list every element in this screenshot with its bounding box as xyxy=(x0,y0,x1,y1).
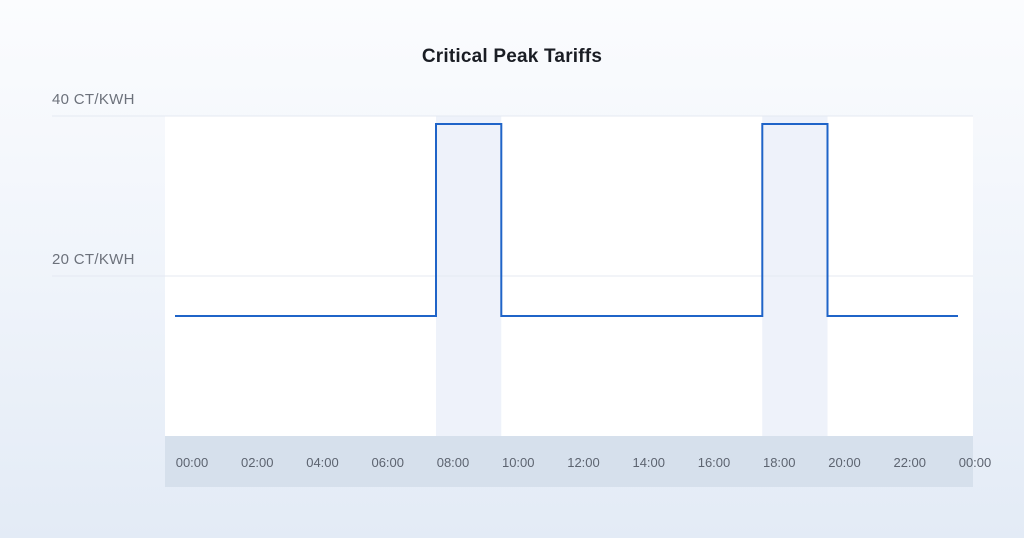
x-tick-label: 00:00 xyxy=(176,455,209,470)
x-tick-label: 20:00 xyxy=(828,455,861,470)
x-tick-label: 00:00 xyxy=(959,455,992,470)
tariff-series-line xyxy=(175,123,958,317)
x-tick-label: 06:00 xyxy=(371,455,404,470)
x-tick-label: 10:00 xyxy=(502,455,535,470)
y-tick-label-20: 20 CT/KWH xyxy=(52,251,135,268)
x-tick-label: 12:00 xyxy=(567,455,600,470)
x-tick-label: 22:00 xyxy=(893,455,926,470)
x-tick-label: 02:00 xyxy=(241,455,274,470)
x-tick-label: 14:00 xyxy=(632,455,665,470)
x-tick-label: 08:00 xyxy=(437,455,470,470)
chart-title: Critical Peak Tariffs xyxy=(421,46,603,67)
y-tick-label-40: 40 CT/KWH xyxy=(52,91,135,108)
x-tick-label: 16:00 xyxy=(698,455,731,470)
x-tick-label: 04:00 xyxy=(306,455,339,470)
x-axis-band xyxy=(165,436,973,487)
x-tick-label: 18:00 xyxy=(763,455,796,470)
